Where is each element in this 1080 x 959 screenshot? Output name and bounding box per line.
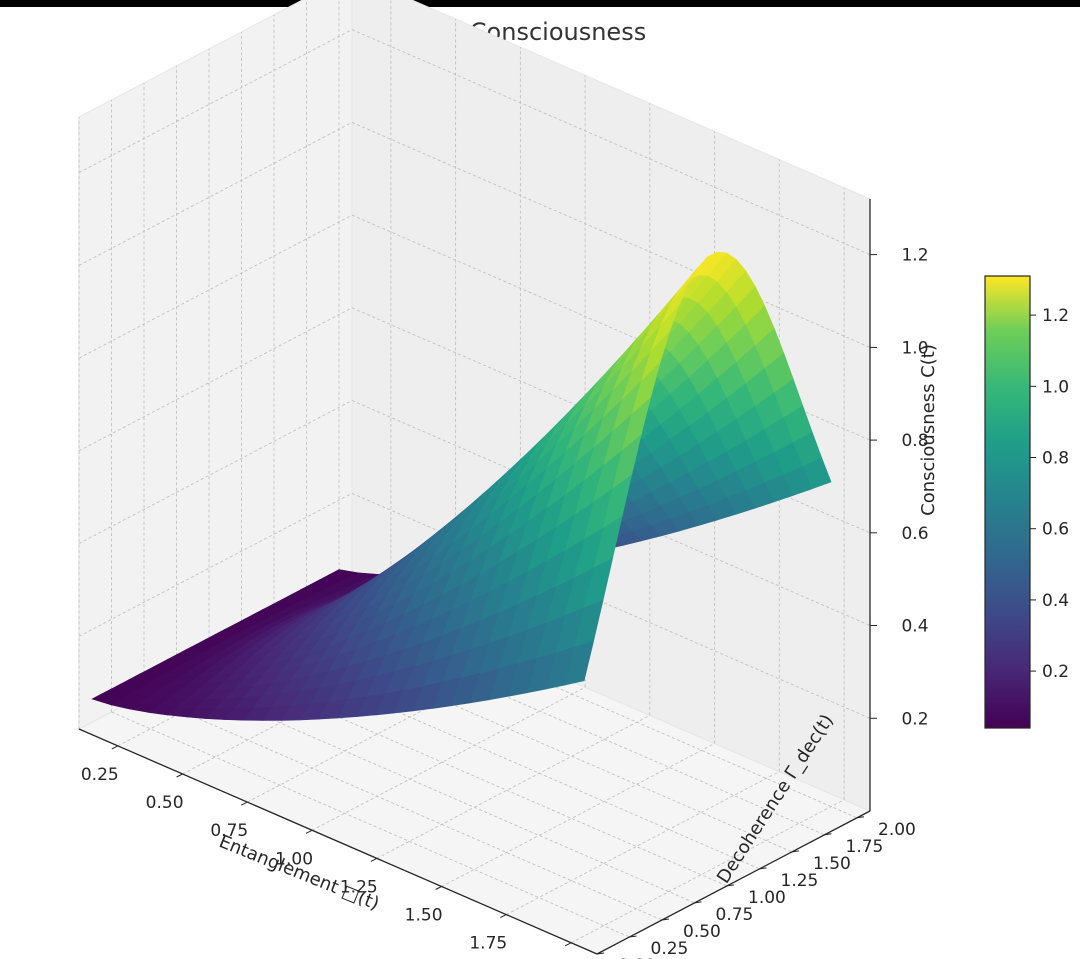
colorbar-tick-label: 0.8 xyxy=(1042,449,1069,469)
surface-mesh xyxy=(91,251,832,721)
grid-line xyxy=(78,214,353,359)
y-tick-mark xyxy=(824,833,832,836)
z-tick-label: 0.2 xyxy=(901,709,928,729)
x-tick-mark xyxy=(564,942,572,947)
z-axis-label: Consciousness C(t) xyxy=(918,344,939,516)
y-tick-mark xyxy=(694,901,702,904)
x-tick-mark xyxy=(241,801,248,806)
colorbar-tick-label: 1.2 xyxy=(1042,306,1069,326)
grid-line xyxy=(351,492,871,719)
colorbar-tick-label: 0.4 xyxy=(1042,591,1069,611)
y-tick-label: 1.50 xyxy=(813,854,851,874)
colorbar-tick-label: 0.2 xyxy=(1042,662,1069,682)
y-tick-mark xyxy=(596,952,605,955)
surface-face xyxy=(564,640,595,686)
y-tick-mark xyxy=(759,867,767,870)
x-tick-label: 1.00 xyxy=(275,849,313,869)
grid-line xyxy=(351,214,871,441)
grid-line xyxy=(78,307,353,452)
x-tick-label: 0.75 xyxy=(210,821,248,841)
z-tick-label: 1.0 xyxy=(901,338,928,358)
x-tick-mark xyxy=(435,886,442,890)
x-tick-label: 1.25 xyxy=(340,877,378,897)
y-tick-label: 1.75 xyxy=(846,837,884,857)
axis-lines xyxy=(78,199,871,955)
grid-line xyxy=(78,122,353,266)
y-axis-line xyxy=(596,810,871,955)
grid-line xyxy=(311,686,586,831)
grid-line xyxy=(143,694,663,921)
y-tick-label: 0.25 xyxy=(651,939,689,959)
grid-line xyxy=(351,29,871,256)
x-tick-mark xyxy=(370,857,378,862)
x-tick-label: 1.75 xyxy=(469,934,507,954)
x-tick-mark xyxy=(176,773,183,778)
colorbar-gradient xyxy=(984,275,1031,729)
z-tick-label: 1.2 xyxy=(901,246,928,266)
y-tick-label: 1.25 xyxy=(781,871,819,891)
z-tick-label: 0.4 xyxy=(901,617,928,637)
z-axis-ticks: 0.2 0.4 0.6 0.8 1.0 1.2 xyxy=(870,246,929,729)
x-axis-line xyxy=(78,728,598,955)
y-tick-label: 1.00 xyxy=(748,888,786,908)
y-tick-label: 0.00 xyxy=(618,956,656,959)
x-tick-label: 1.50 xyxy=(405,906,443,926)
grid-line xyxy=(570,799,845,944)
x-tick-mark xyxy=(500,914,507,919)
top-bar xyxy=(0,0,1080,7)
y-tick-label: 0.75 xyxy=(716,905,754,925)
grid-line xyxy=(78,29,353,173)
grid-line xyxy=(506,771,780,915)
y-tick-mark xyxy=(726,884,735,887)
colorbar-tick-label: 1.0 xyxy=(1042,377,1069,397)
colorbar-ticks: 0.2 0.4 0.6 0.8 1.0 1.2 xyxy=(1030,306,1069,682)
grid-line xyxy=(441,743,715,887)
x-axis-ticks: 0.250.500.751.001.251.501.752.00 xyxy=(81,745,572,954)
x-tick-mark xyxy=(305,829,313,834)
y-tick-mark xyxy=(791,850,800,853)
z-tick-label: 0.6 xyxy=(901,524,928,544)
x-tick-label: 0.25 xyxy=(81,765,119,785)
grid-line xyxy=(78,492,353,637)
grid-line xyxy=(78,400,353,544)
grid-line xyxy=(111,711,630,938)
x-tick-label: 0.50 xyxy=(146,793,184,813)
y-tick-mark xyxy=(661,918,670,921)
y-tick-mark xyxy=(856,816,865,819)
grid-line xyxy=(376,715,651,859)
x-tick-mark xyxy=(111,745,119,750)
grid-line xyxy=(247,658,521,803)
y-tick-label: 2.00 xyxy=(878,820,916,840)
y-tick-label: 0.50 xyxy=(683,922,721,942)
z-tick-label: 0.8 xyxy=(901,431,928,451)
grid-line xyxy=(351,121,871,348)
y-axis-ticks: 0.000.250.500.751.001.251.501.752.00 xyxy=(596,816,916,959)
colorbar: 0.2 0.4 0.6 0.8 1.0 1.2 xyxy=(984,275,1069,729)
colorbar-tick-label: 0.6 xyxy=(1042,520,1069,540)
y-tick-mark xyxy=(629,935,637,938)
